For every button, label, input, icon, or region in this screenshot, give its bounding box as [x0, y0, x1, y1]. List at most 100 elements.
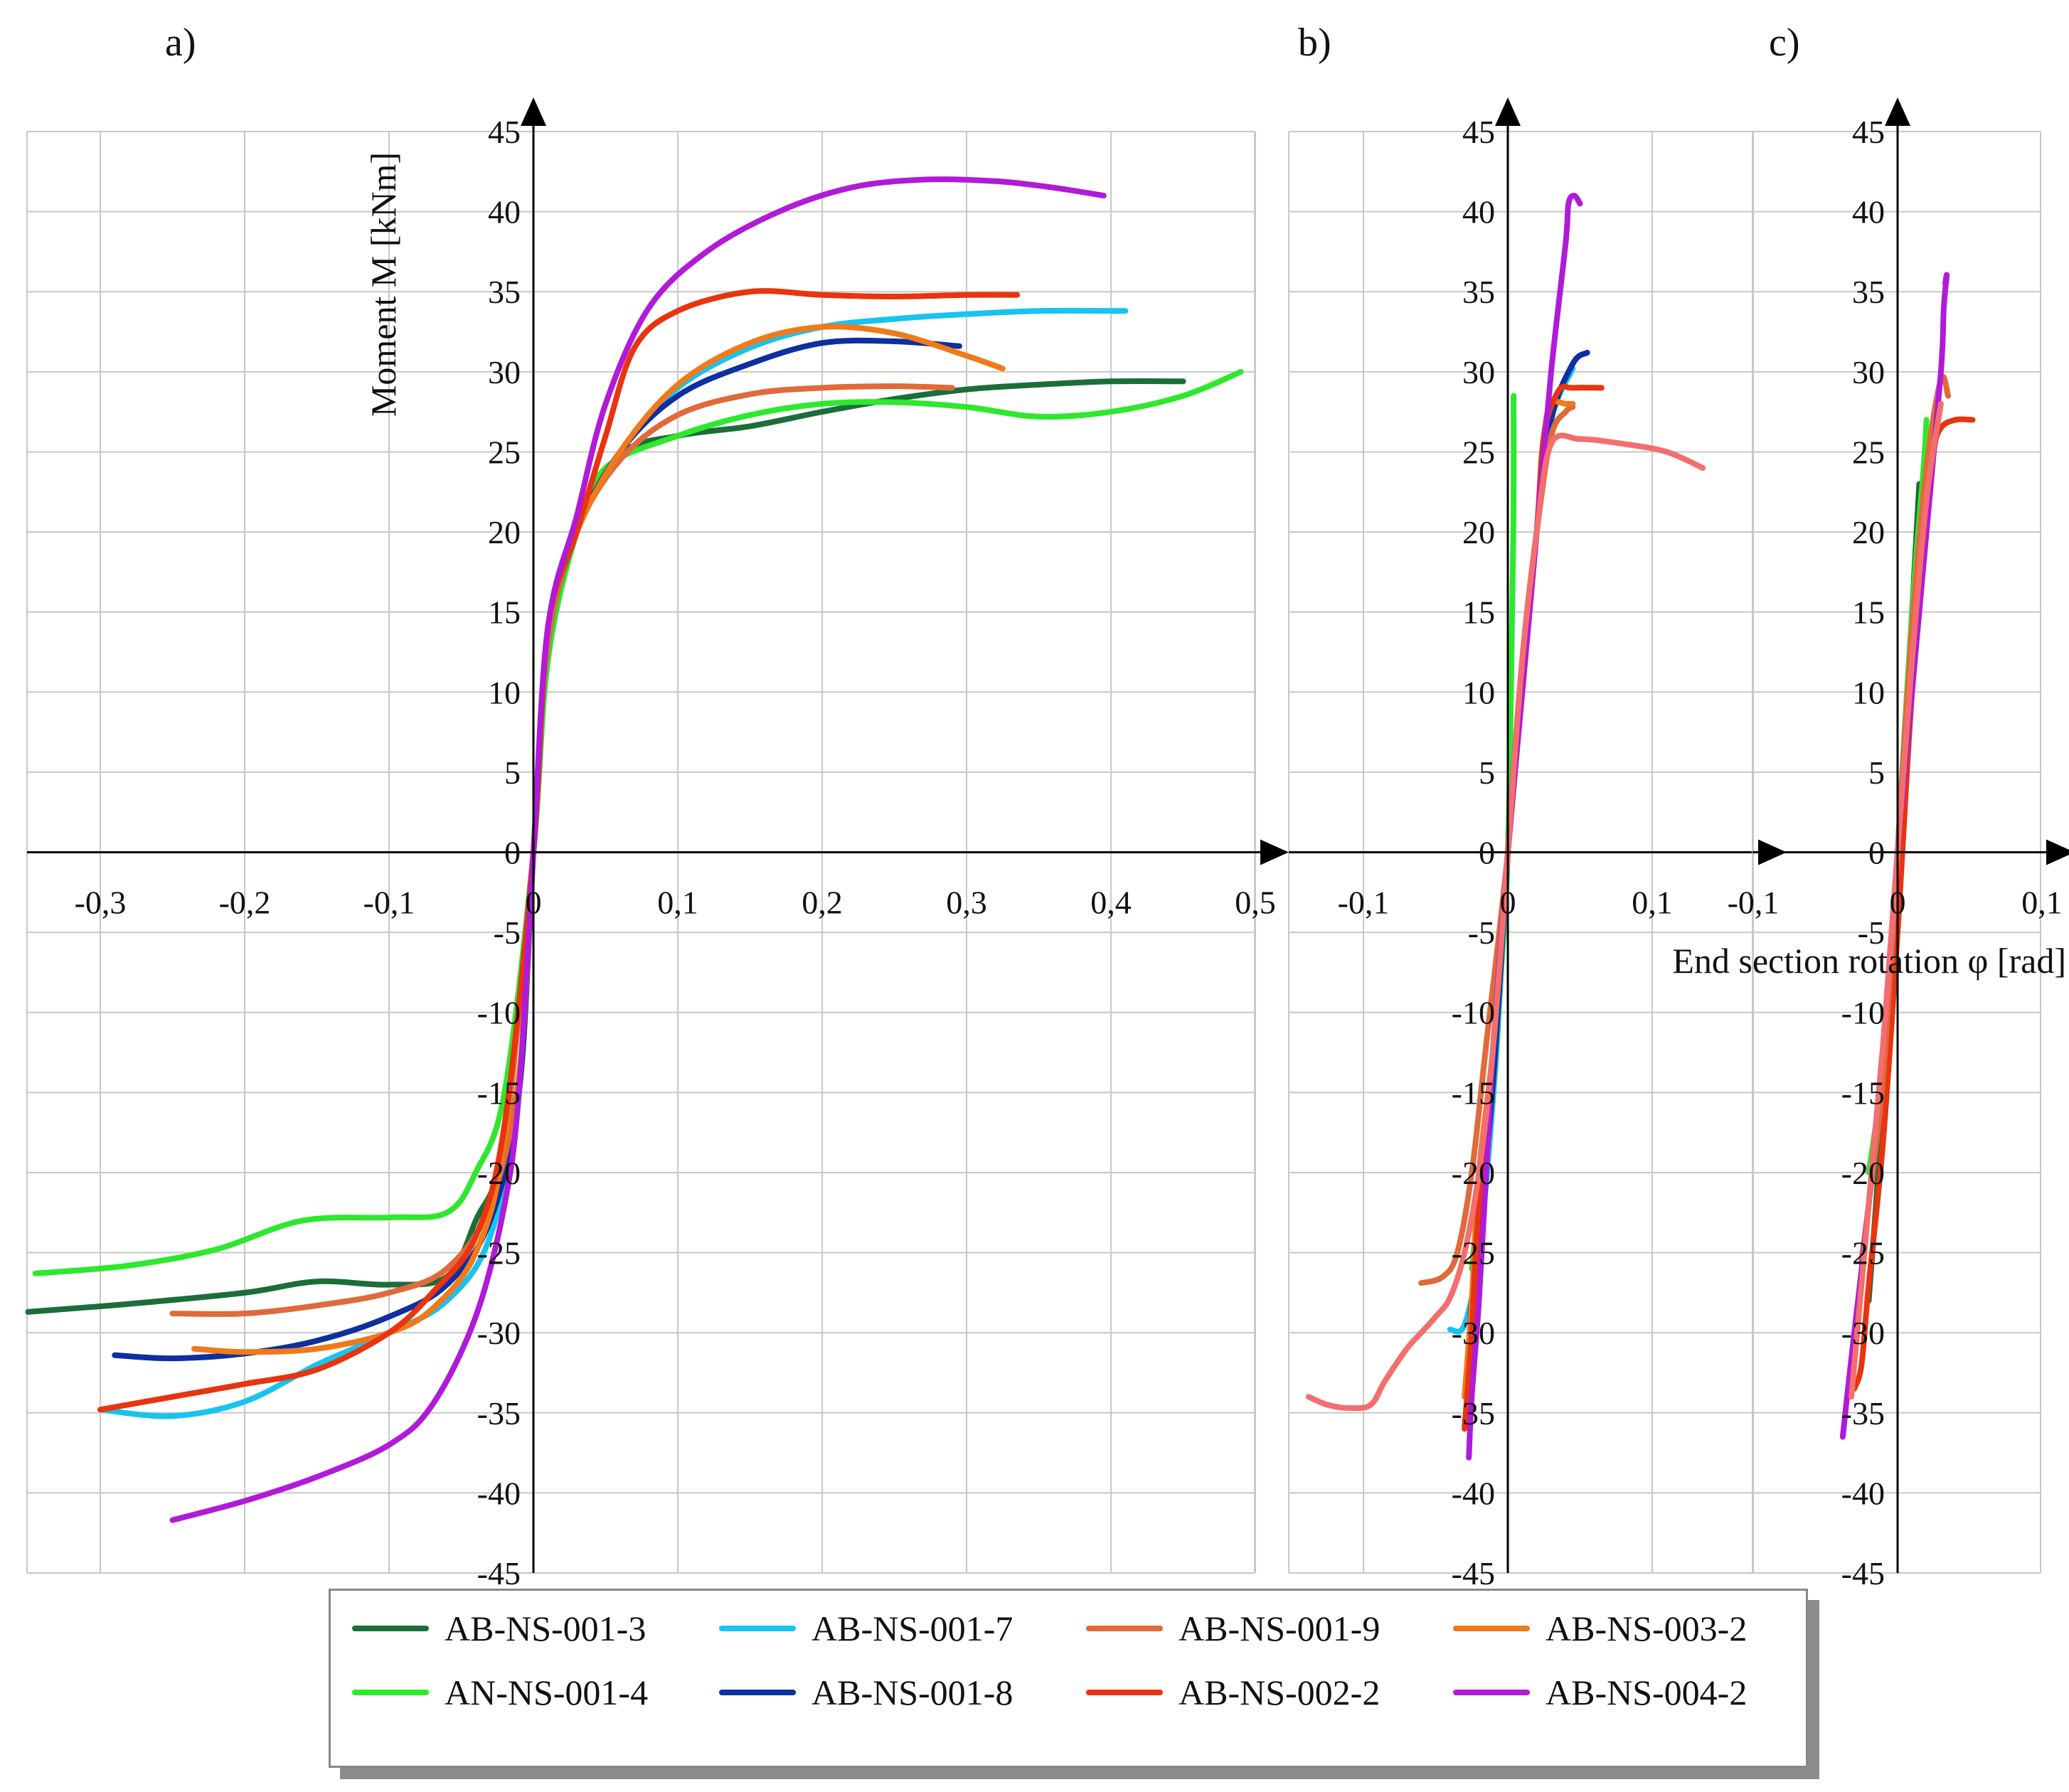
- y-tick-label: 40: [1462, 194, 1495, 230]
- legend-label: AB-NS-001-8: [812, 1673, 1014, 1712]
- y-tick-label: 30: [488, 354, 521, 390]
- x-axis-arrow: [2046, 839, 2069, 865]
- series-group: [25, 176, 1244, 1523]
- y-tick-label: -45: [477, 1555, 521, 1591]
- legend-label: AB-NS-003-2: [1546, 1609, 1748, 1648]
- x-tick-label: -0,1: [1728, 885, 1780, 921]
- y-tick-label: 25: [1852, 434, 1885, 470]
- legend-swatch: [719, 1626, 796, 1631]
- series-line: [112, 337, 962, 1362]
- x-tick-label: 0: [526, 885, 542, 921]
- series-group: [1305, 193, 1706, 1461]
- series-line: [1305, 432, 1706, 1412]
- y-tick-label: -10: [477, 995, 521, 1031]
- series-line: [97, 307, 1129, 1419]
- legend-label: AB-NS-001-3: [445, 1609, 647, 1648]
- y-tick-label: 15: [488, 594, 521, 631]
- y-tick-label: 30: [1462, 354, 1495, 390]
- y-tick-label: 0: [1868, 835, 1885, 871]
- legend-item: AB-NS-001-8: [719, 1668, 1013, 1717]
- y-tick-label: -20: [1452, 1155, 1495, 1191]
- y-tick-label: 10: [1462, 674, 1495, 710]
- series-line: [169, 383, 955, 1317]
- y-tick-label: 35: [488, 274, 521, 310]
- x-tick-label: -0,3: [75, 885, 127, 921]
- legend-item: AN-NS-001-4: [352, 1668, 648, 1717]
- y-tick-label: -40: [1452, 1475, 1495, 1511]
- legend-swatch: [1453, 1690, 1530, 1695]
- y-tick-label: -5: [1468, 914, 1495, 951]
- legend-label: AB-NS-002-2: [1179, 1673, 1381, 1712]
- series-line: [32, 368, 1244, 1276]
- panel-title: a): [165, 21, 196, 65]
- panel-title: c): [1769, 21, 1800, 65]
- y-tick-label: 0: [504, 835, 521, 871]
- legend-label: AN-NS-001-4: [445, 1673, 649, 1712]
- y-tick-label: -30: [477, 1315, 521, 1351]
- legend-item: AB-NS-001-9: [1086, 1604, 1380, 1653]
- y-tick-label: 15: [1852, 594, 1885, 631]
- y-tick-label: 30: [1852, 354, 1885, 390]
- legend-label: AB-NS-004-2: [1546, 1673, 1748, 1712]
- panel-title: b): [1298, 21, 1331, 65]
- y-tick-label: 45: [488, 114, 521, 150]
- y-tick-label: -10: [1452, 995, 1495, 1031]
- x-tick-label: -0,1: [1338, 885, 1390, 921]
- legend-item: AB-NS-004-2: [1453, 1668, 1747, 1717]
- y-tick-label: 45: [1462, 114, 1495, 150]
- x-axis-arrow: [1260, 839, 1289, 865]
- y-tick-label: 35: [1852, 274, 1885, 310]
- y-tick-label: -40: [1841, 1475, 1885, 1511]
- y-axis-label: Moment M [kNm]: [363, 152, 403, 417]
- series-line: [169, 176, 1107, 1523]
- y-tick-label: 25: [488, 434, 521, 470]
- legend-item: AB-NS-002-2: [1086, 1668, 1380, 1717]
- y-tick-label: -5: [494, 914, 521, 951]
- x-tick-label: 0: [1500, 885, 1516, 921]
- x-tick-label: 0,4: [1090, 885, 1132, 921]
- legend-item: AB-NS-001-7: [719, 1604, 1013, 1653]
- y-tick-label: 10: [1852, 674, 1885, 710]
- y-tick-label: 5: [504, 754, 521, 791]
- y-tick-label: -35: [477, 1395, 521, 1431]
- x-tick-label: 0,5: [1235, 885, 1276, 921]
- legend-label: AB-NS-001-9: [1179, 1609, 1381, 1648]
- panel-b: -45-40-35-30-25-20-15-10-505101520253035…: [1288, 21, 1787, 1591]
- x-tick-label: 0,1: [2021, 885, 2063, 921]
- y-tick-label: -20: [1841, 1155, 1885, 1191]
- y-tick-label: 40: [488, 194, 521, 230]
- y-tick-label: -10: [1841, 995, 1885, 1031]
- x-tick-label: 0,3: [946, 885, 987, 921]
- y-tick-label: -5: [1858, 914, 1885, 951]
- y-tick-label: -45: [1452, 1555, 1495, 1591]
- y-tick-label: -15: [1452, 1074, 1495, 1111]
- y-tick-label: 35: [1462, 274, 1495, 310]
- legend-swatch: [1086, 1690, 1163, 1695]
- panel-c: -45-40-35-30-25-20-15-10-505101520253035…: [1672, 21, 2069, 1591]
- legend-swatch: [719, 1690, 796, 1695]
- y-tick-label: -15: [477, 1074, 521, 1111]
- y-axis-arrow: [1885, 97, 1910, 126]
- series-line: [1418, 404, 1576, 1286]
- panel-a: -45-40-35-30-25-20-15-10-505101520253035…: [25, 21, 1289, 1591]
- legend-swatch: [1453, 1626, 1530, 1631]
- legend-item: AB-NS-003-2: [1453, 1604, 1747, 1653]
- y-tick-label: -15: [1841, 1074, 1885, 1111]
- y-tick-label: 15: [1462, 594, 1495, 631]
- y-tick-label: -30: [1452, 1315, 1495, 1351]
- legend-swatch: [352, 1626, 429, 1631]
- y-tick-label: 10: [488, 674, 521, 710]
- y-tick-label: -20: [477, 1155, 521, 1191]
- y-tick-label: 20: [488, 514, 521, 550]
- y-tick-label: -35: [1452, 1395, 1495, 1431]
- y-tick-label: -40: [477, 1475, 521, 1511]
- x-axis-label: End section rotation φ [rad]: [1672, 941, 2066, 981]
- x-tick-label: -0,2: [219, 885, 271, 921]
- y-tick-label: 40: [1852, 194, 1885, 230]
- x-tick-label: 0: [1890, 885, 1906, 921]
- y-tick-label: 5: [1479, 754, 1495, 791]
- y-axis-arrow: [1495, 97, 1521, 126]
- legend-item: AB-NS-001-3: [352, 1604, 646, 1653]
- y-tick-label: -30: [1841, 1315, 1885, 1351]
